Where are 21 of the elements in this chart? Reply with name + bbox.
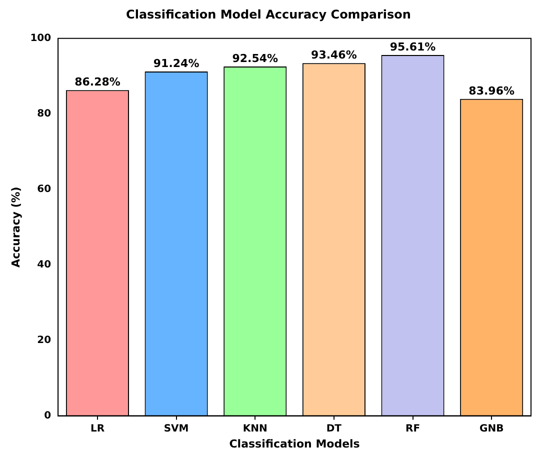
x-tick-label: RF	[406, 423, 420, 434]
x-tick-label: LR	[90, 423, 105, 434]
x-axis-title: Classification Models	[229, 437, 360, 450]
data-label: 91.24%	[153, 56, 200, 70]
data-label: 83.96%	[468, 84, 515, 98]
y-axis-title: Accuracy (%)	[9, 186, 22, 268]
data-label: 93.46%	[311, 48, 357, 62]
y-tick-label: 40	[37, 259, 52, 270]
x-tick-label: KNN	[242, 423, 268, 434]
chart-title: Classification Model Accuracy Comparison	[126, 7, 411, 22]
y-tick-label: 20	[37, 334, 52, 346]
x-tick-label: GNB	[479, 423, 504, 434]
y-tick-label: 100	[30, 32, 52, 44]
x-tick-label: DT	[326, 423, 342, 434]
x-tick-label: SVM	[164, 423, 189, 434]
data-label: 92.54%	[232, 52, 278, 65]
y-tick-label: 60	[37, 184, 52, 195]
data-label: 95.61%	[390, 40, 436, 54]
data-label: 86.28%	[74, 76, 120, 89]
y-tick-label: 0	[44, 410, 52, 422]
y-tick-label: 80	[37, 108, 52, 120]
